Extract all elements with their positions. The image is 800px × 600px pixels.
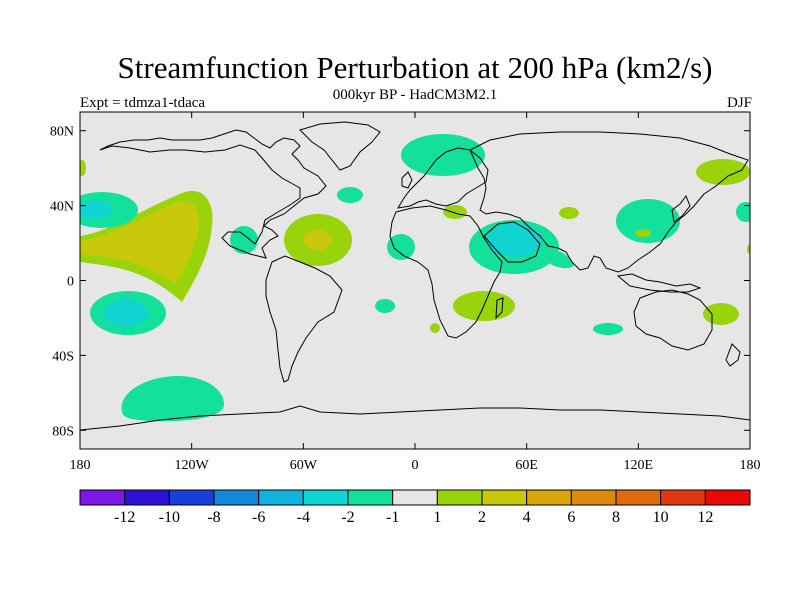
coast-japan (671, 194, 691, 223)
lat-tick-label: 80S (52, 424, 74, 439)
colorbar-swatch (481, 489, 528, 506)
colorbar-swatch (302, 489, 349, 506)
coast-europe (397, 147, 489, 209)
lon-tick-label: 180 (70, 458, 91, 473)
lat-tick-label: 80N (50, 125, 74, 140)
anomaly-caspian-pos (559, 207, 579, 219)
colorbar-label: -12 (114, 509, 135, 526)
colorbar-label: -1 (386, 509, 399, 526)
colorbar-swatch (347, 489, 394, 506)
coast-south-america (265, 255, 343, 383)
colorbar-swatch (124, 489, 170, 506)
lon-tick-label: 120W (175, 458, 210, 473)
anomaly-mediterranean-pos (443, 205, 467, 219)
colorbar-swatch (704, 489, 751, 506)
anomaly-south-atlantic-neg (375, 299, 395, 313)
coast-north-america (99, 129, 327, 259)
anomaly-south-africa-pos (430, 323, 440, 333)
coastlines (80, 121, 750, 431)
colorbar-label: -4 (297, 509, 310, 526)
colorbar-label: 8 (612, 509, 620, 526)
anomaly-indian-ocean-neg (593, 323, 623, 335)
colorbar-label: 6 (567, 509, 575, 526)
lon-tick-label: 0 (412, 458, 419, 473)
coast-asia (469, 131, 749, 273)
coast-africa (389, 205, 503, 339)
colorbar-swatch (436, 489, 483, 506)
anomaly-arabia-neg4 (486, 223, 542, 257)
colorbar: -12 -10 -8 -6 -4 -2 -1 1 2 4 6 8 10 12 (79, 489, 751, 526)
anomaly-east-pacific-pos (747, 244, 750, 254)
colorbar-label: 10 (653, 509, 669, 526)
anomaly-caribbean-pos4 (304, 229, 332, 251)
anomaly-dateline-north-pos (80, 160, 86, 176)
season-label: DJF (726, 95, 752, 111)
map-subtitle: 000kyr BP - HadCM3M2.1 (332, 87, 498, 103)
latitude-axis: 80N 40N 0 40S 80S (50, 125, 750, 439)
colorbar-label: -2 (341, 509, 354, 526)
anomaly-atlantic-small-neg (337, 187, 363, 203)
anomaly-bering-pos2 (696, 159, 750, 185)
anomaly-central-america-neg2 (230, 226, 258, 254)
coast-british-isles (401, 171, 413, 189)
colorbar-swatch (392, 489, 438, 506)
colorbar-swatch (168, 489, 215, 506)
anomaly-east-asia-pos-inset (635, 229, 651, 237)
anomaly-southern-ocean-neg2 (121, 375, 225, 422)
anomaly-ne-pacific-pos4 (80, 201, 200, 283)
anomaly-east-asia-neg2 (616, 199, 680, 243)
coast-new-zealand (725, 343, 741, 367)
lon-tick-label: 60W (290, 458, 318, 473)
coast-greenland (299, 121, 381, 171)
experiment-label: Expt = tdmza1-tdaca (80, 95, 206, 111)
map-title: Streamfunction Perturbation at 200 hPa (… (117, 50, 713, 85)
colorbar-label: 12 (697, 509, 713, 526)
colorbar-swatch (660, 489, 706, 506)
anomaly-india-neg2 (548, 249, 574, 269)
colorbar-label: -10 (159, 509, 180, 526)
colorbar-swatch (615, 489, 662, 506)
lat-tick-label: 40S (52, 349, 74, 364)
coast-australia (633, 289, 713, 351)
colorbar-swatch (258, 489, 304, 506)
colorbar-label: 2 (478, 509, 486, 526)
anomaly-nw-pacific-neg (736, 202, 750, 222)
colorbar-label: 1 (433, 509, 441, 526)
lat-tick-label: 40N (50, 200, 74, 215)
anomaly-se-pacific-neg4 (104, 299, 148, 327)
colorbar-swatch (213, 489, 260, 506)
anomaly-australia-east-pos (703, 303, 739, 325)
lon-tick-label: 120E (624, 458, 654, 473)
colorbar-swatch (79, 489, 126, 506)
coast-antarctica (80, 405, 750, 431)
lat-tick-label: 0 (67, 275, 74, 290)
colorbar-swatch (570, 489, 617, 506)
lon-tick-label: 180 (740, 458, 761, 473)
longitude-axis: 180 120W 60W 0 60E 120E 180 (70, 112, 761, 473)
colorbar-swatch (526, 489, 572, 506)
coast-madagascar (495, 297, 504, 320)
anomaly-north-pacific-neg4 (80, 201, 112, 219)
colorbar-label: -8 (207, 509, 220, 526)
lon-tick-label: 60E (515, 458, 538, 473)
anomaly-west-africa-neg (387, 234, 415, 260)
colorbar-label: -6 (252, 509, 265, 526)
coast-arabia (483, 221, 541, 263)
coast-indonesia (616, 273, 702, 293)
colorbar-label: 4 (523, 509, 531, 526)
